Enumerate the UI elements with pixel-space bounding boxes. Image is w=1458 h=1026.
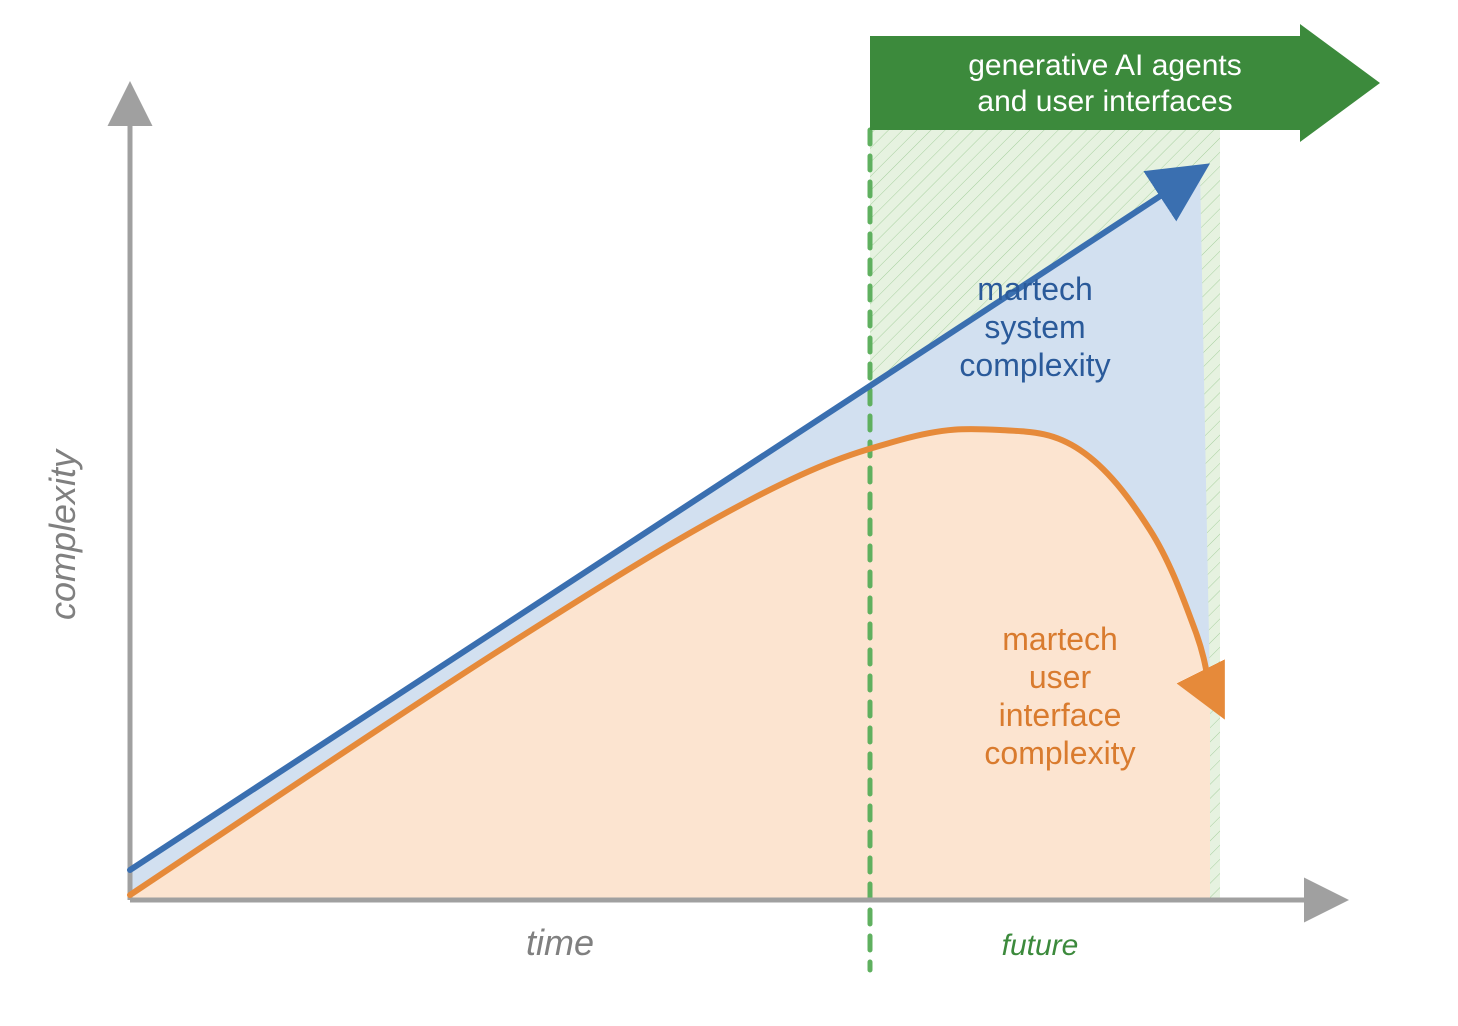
- y-axis-label: complexity: [42, 448, 83, 620]
- orange-series-label-line3: interface: [999, 697, 1122, 733]
- orange-series-label-line2: user: [1029, 659, 1092, 695]
- banner-arrow: [870, 24, 1380, 142]
- orange-series-label-line1: martech: [1002, 621, 1118, 657]
- x-axis-label: time: [526, 922, 594, 963]
- orange-series-label-line4: complexity: [984, 735, 1135, 771]
- blue-series-label-line3: complexity: [959, 347, 1110, 383]
- future-label: future: [1002, 929, 1079, 962]
- banner-text-line2: and user interfaces: [977, 85, 1232, 118]
- complexity-chart: generative AI agentsand user interfaces t…: [0, 0, 1458, 1026]
- blue-series-label-line2: system: [984, 309, 1085, 345]
- chart-svg: generative AI agentsand user interfaces t…: [0, 0, 1458, 1026]
- blue-series-label-line1: martech: [977, 271, 1093, 307]
- banner-text-line1: generative AI agents: [968, 49, 1242, 82]
